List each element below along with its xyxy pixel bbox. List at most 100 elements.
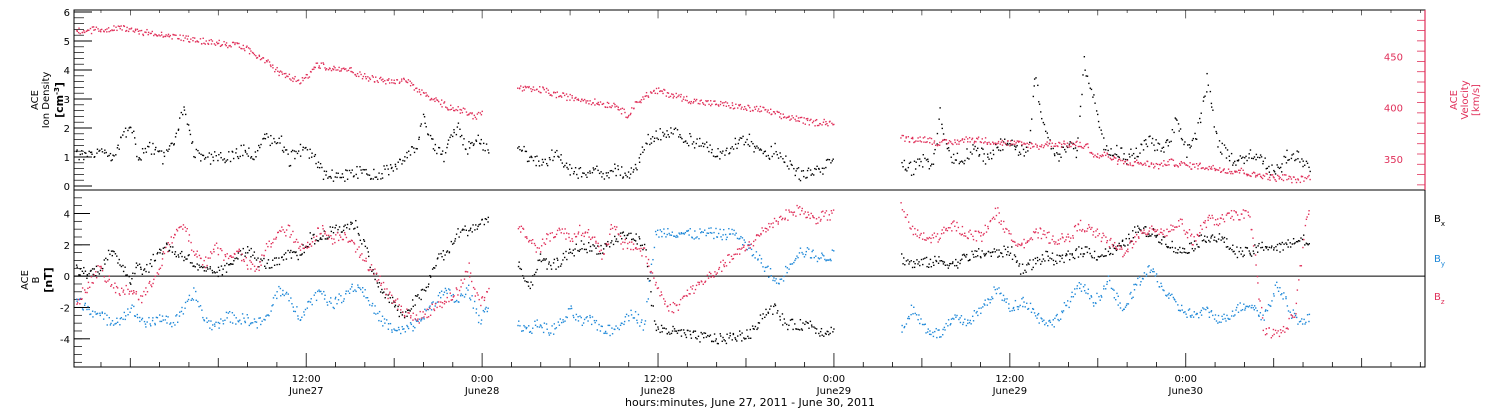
density-point <box>1025 151 1026 152</box>
bz-point <box>487 291 488 292</box>
by-point <box>1150 269 1151 270</box>
by-point <box>1093 305 1094 306</box>
bx-point <box>104 259 105 260</box>
bx-point <box>347 224 348 225</box>
by-point <box>980 307 981 308</box>
by-point <box>1296 317 1297 318</box>
density-point <box>1186 157 1187 158</box>
bx-point <box>1165 244 1166 245</box>
bz-point <box>155 276 156 277</box>
bx-point <box>429 275 430 276</box>
bx-point <box>974 250 975 251</box>
velocity-point <box>625 117 626 118</box>
density-point <box>596 166 597 167</box>
by-point <box>286 292 287 293</box>
by-point <box>540 325 541 326</box>
bx-point <box>94 268 95 269</box>
by-point <box>523 325 524 326</box>
density-point <box>133 131 134 132</box>
by-point <box>544 322 545 323</box>
bx-point <box>971 251 972 252</box>
by-point <box>340 295 341 296</box>
by-point <box>703 232 704 233</box>
bx-point <box>1194 240 1195 241</box>
by-point <box>88 309 89 310</box>
bx-point <box>1175 247 1176 248</box>
by-point <box>181 307 182 308</box>
density-point <box>798 178 799 179</box>
density-point <box>1098 121 1099 122</box>
by-point <box>1095 303 1096 304</box>
bx-point <box>414 304 415 305</box>
bx-point <box>395 305 396 306</box>
bz-point <box>442 302 443 303</box>
bx-point <box>526 281 527 282</box>
by-point <box>522 330 523 331</box>
velocity-point <box>919 136 920 137</box>
by-point <box>1240 302 1241 303</box>
by-point <box>354 289 355 290</box>
velocity-point <box>816 119 817 120</box>
density-point <box>517 147 518 148</box>
bx-point <box>569 249 570 250</box>
density-point <box>914 161 915 162</box>
bx-point <box>264 266 265 267</box>
bx-point <box>193 265 194 266</box>
by-point <box>201 309 202 310</box>
velocity-point <box>480 112 481 113</box>
by-point <box>655 231 656 232</box>
bx-point <box>792 319 793 320</box>
density-point <box>212 156 213 157</box>
by-point <box>1126 303 1127 304</box>
density-point <box>652 136 653 137</box>
by-point <box>1009 311 1010 312</box>
bz-point <box>293 242 294 243</box>
velocity-point <box>622 108 623 109</box>
density-point <box>535 165 536 166</box>
bz-point <box>633 243 634 244</box>
by-point <box>414 327 415 328</box>
bz-point <box>129 291 130 292</box>
by-point <box>1277 287 1278 288</box>
by-point <box>783 280 784 281</box>
bx-point <box>1110 253 1111 254</box>
bx-point <box>145 271 146 272</box>
by-point <box>985 300 986 301</box>
bz-point <box>962 234 963 235</box>
by-point <box>1282 298 1283 299</box>
bz-point <box>338 240 339 241</box>
bz-point <box>1028 240 1029 241</box>
velocity-point <box>799 121 800 122</box>
velocity-point <box>370 79 371 80</box>
density-point <box>627 176 628 177</box>
density-point <box>468 141 469 142</box>
velocity-point <box>278 75 279 76</box>
bz-point <box>1000 224 1001 225</box>
by-point <box>1189 308 1190 309</box>
bz-point <box>935 236 936 237</box>
bx-point <box>148 271 149 272</box>
by-point <box>303 311 304 312</box>
bz-point <box>355 251 356 252</box>
density-point <box>1181 138 1182 139</box>
velocity-point <box>646 92 647 93</box>
by-point <box>485 307 486 308</box>
bz-point <box>164 253 165 254</box>
velocity-point <box>1035 143 1036 144</box>
bx-point <box>934 256 935 257</box>
bz-point <box>392 303 393 304</box>
bx-point <box>341 231 342 232</box>
density-point <box>803 170 804 171</box>
density-point <box>396 168 397 169</box>
bz-point <box>266 243 267 244</box>
density-point <box>1163 147 1164 148</box>
density-point <box>915 168 916 169</box>
density-point <box>987 153 988 154</box>
velocity-point <box>1046 144 1047 145</box>
density-point <box>125 136 126 137</box>
bx-point <box>554 259 555 260</box>
density-point <box>574 171 575 172</box>
density-point <box>1234 161 1235 162</box>
bx-point <box>1177 252 1178 253</box>
density-point <box>983 160 984 161</box>
